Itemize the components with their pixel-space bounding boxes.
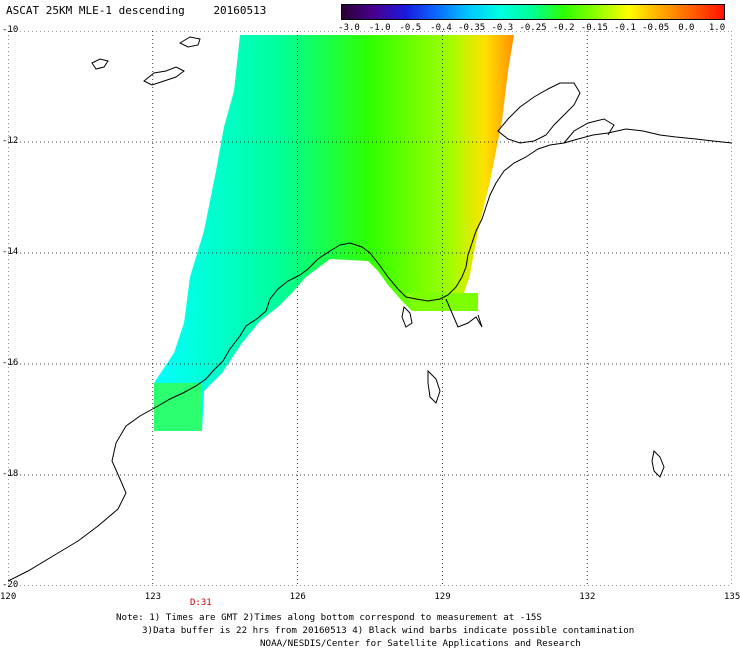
color-scale-label: -0.3 [491, 23, 514, 33]
color-scale-label: -0.1 [614, 23, 636, 33]
color-scale-label: 1.0 [708, 23, 726, 33]
latitude-tick-label: -20 [2, 580, 19, 590]
coastline-island-north-1 [143, 66, 185, 86]
coastline-island-gulf [401, 305, 413, 328]
coastline [8, 36, 732, 582]
color-scale-label: -1.0 [368, 23, 391, 33]
color-scale-label: -3.0 [338, 23, 360, 33]
longitude-tick-label: 129 [434, 592, 451, 602]
map-canvas[interactable] [8, 31, 732, 586]
footnote-line-2: 3)Data buffer is 22 hrs from 20160513 4)… [142, 625, 635, 636]
coastline-island-east [427, 369, 441, 404]
coastline-island-north-3 [178, 36, 201, 48]
color-scale-label: -0.05 [642, 23, 670, 33]
coastline-peninsula-east [563, 118, 615, 144]
coastline-peninsula-north [497, 82, 581, 144]
footnote-line-3: NOAA/NESDIS/Center for Satellite Applica… [260, 638, 581, 649]
color-scale-label: -0.5 [399, 23, 422, 33]
coastline-island-southeast [651, 449, 665, 478]
longitude-tick-label: 123 [144, 592, 162, 602]
pass-time-label: D:31 [190, 598, 212, 608]
color-scale-label: -0.15 [580, 23, 608, 33]
map-svg [8, 31, 732, 586]
coastline-mainland [8, 128, 732, 582]
product-title: ASCAT 25KM MLE-1 descending [6, 4, 185, 17]
color-scale-bar [341, 4, 725, 20]
color-scale-label: -0.2 [552, 23, 575, 33]
longitude-tick-label: 120 [0, 592, 17, 602]
footnote-line-1: Note: 1) Times are GMT 2)Times along bot… [116, 612, 542, 623]
latitude-tick-label: -14 [2, 247, 19, 257]
color-scale-label: -0.4 [430, 23, 452, 33]
swath-southwest [154, 383, 202, 431]
color-scale-label: -0.35 [458, 23, 486, 33]
swath-main [154, 35, 514, 431]
longitude-tick-label: 126 [289, 592, 306, 602]
latitude-tick-label: -10 [2, 25, 19, 35]
map-title: ASCAT 25KM MLE-1 descending 20160513 [6, 4, 266, 17]
coastline-gulf [445, 298, 483, 328]
title-date: 20160513 [213, 4, 267, 17]
longitude-tick-label: 132 [579, 592, 596, 602]
latitude-tick-label: -18 [2, 469, 19, 479]
latitude-tick-label: -16 [2, 358, 19, 368]
color-scale-label: 0.0 [678, 23, 695, 33]
data-swath [154, 35, 514, 431]
longitude-tick-label: 135 [724, 592, 740, 602]
coastline-island-north-2 [91, 58, 109, 70]
swath-gulf-patch [406, 293, 478, 311]
latitude-tick-label: -12 [2, 136, 19, 146]
color-scale-label: -0.25 [519, 23, 547, 33]
